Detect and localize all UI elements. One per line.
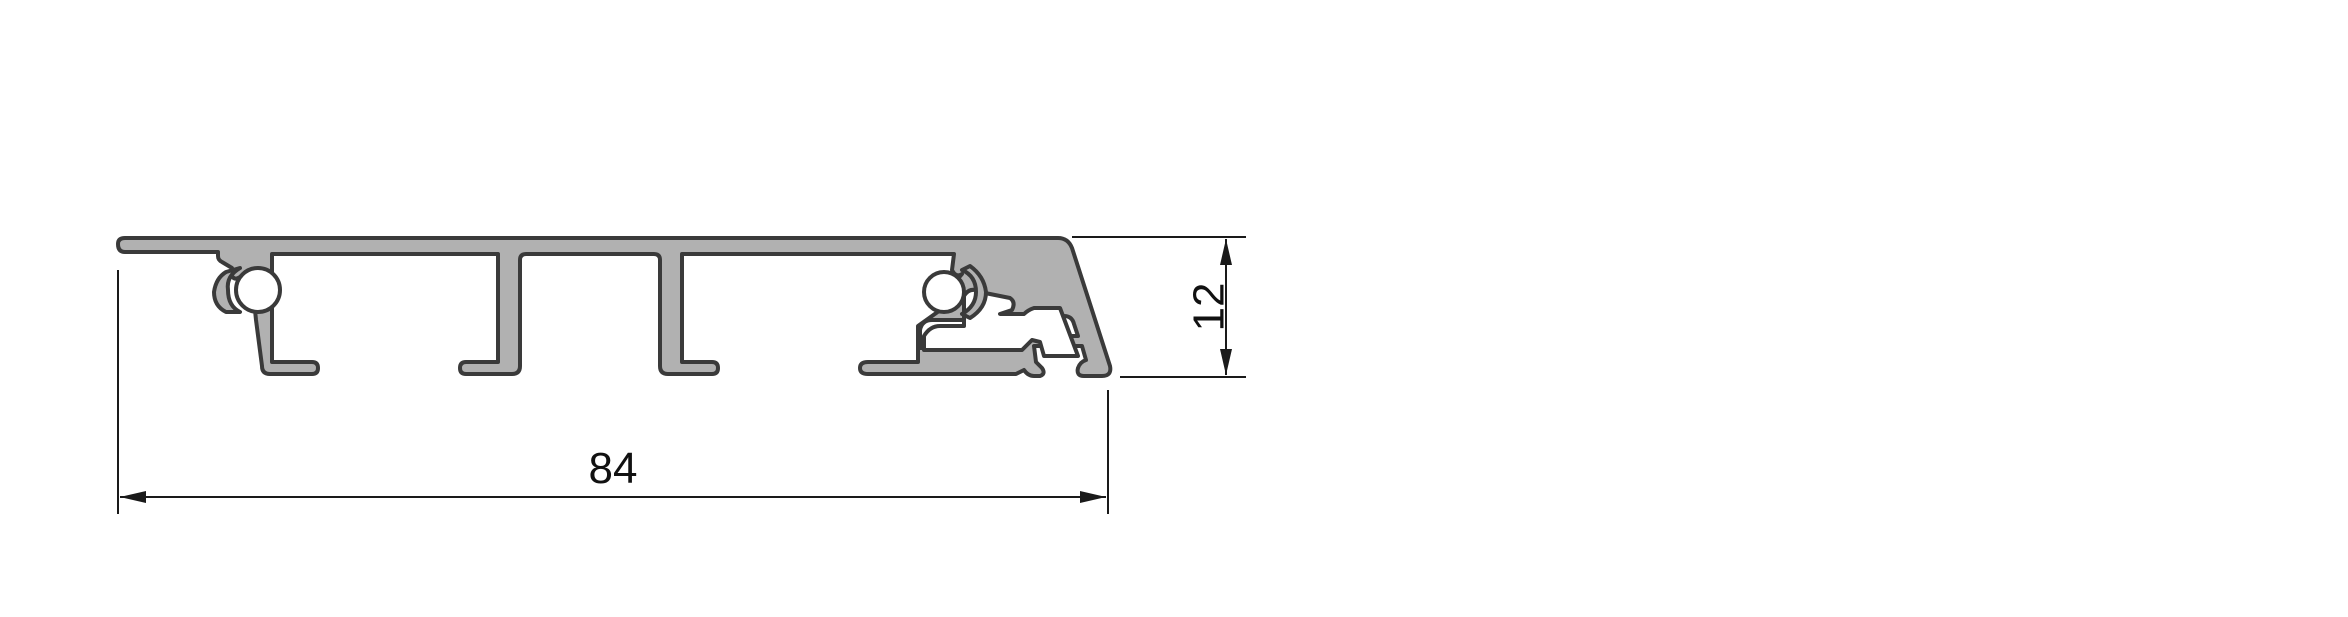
right-screw-channel-lobe [960,264,988,320]
height-dimension: 12 [1072,236,1246,378]
left-screw-channel [234,266,282,314]
height-arrow-top [1220,239,1232,265]
profile-cross-section [116,236,1113,378]
width-dimension: 84 [117,270,1109,514]
right-screw-channel [922,270,966,314]
left-screw-channel-lobe [212,266,242,314]
height-value: 12 [1185,283,1234,332]
width-arrow-left [120,491,146,503]
width-arrow-right [1080,491,1106,503]
height-arrow-bottom [1220,349,1232,375]
width-value: 84 [589,444,638,493]
